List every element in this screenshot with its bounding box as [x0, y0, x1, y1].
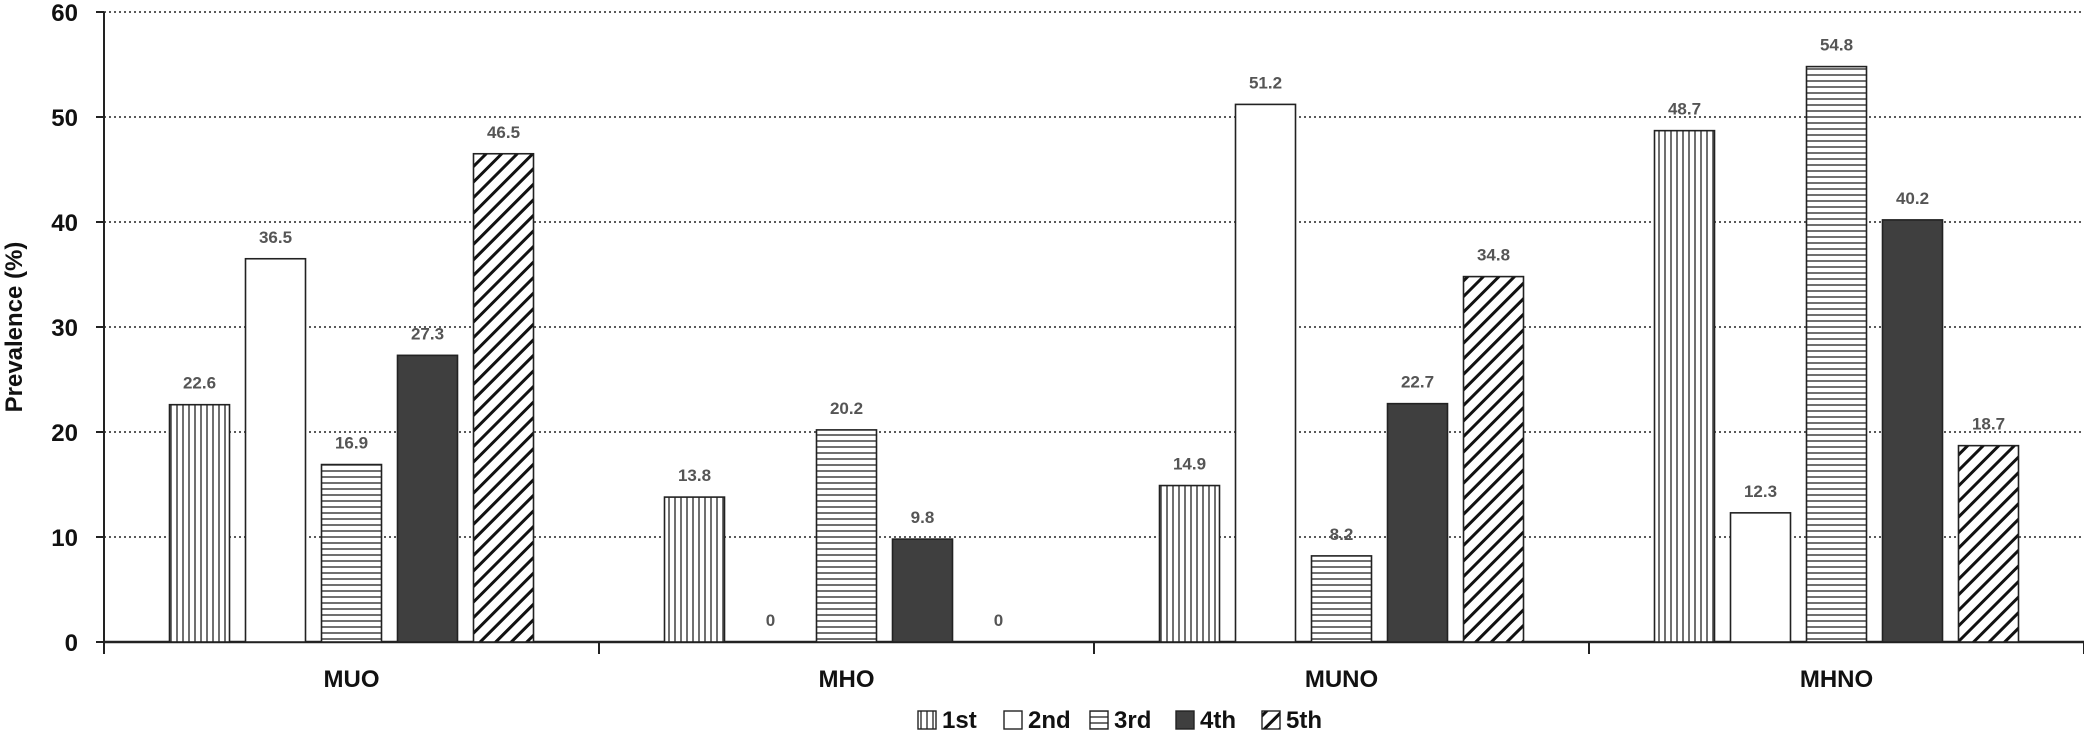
data-label: 20.2 [830, 399, 863, 418]
data-label: 46.5 [487, 123, 520, 142]
bar [244, 257, 307, 643]
bar [1653, 129, 1716, 643]
bar [1158, 484, 1221, 643]
bar [168, 403, 231, 643]
data-label: 36.5 [259, 228, 292, 247]
legend-label: 1st [942, 707, 977, 734]
data-label: 22.7 [1401, 373, 1434, 392]
data-label: 34.8 [1477, 246, 1510, 265]
y-tick-label: 40 [51, 210, 78, 237]
legend-label: 2nd [1028, 707, 1071, 734]
data-label: 12.3 [1744, 482, 1777, 501]
y-tick-label: 50 [51, 105, 78, 132]
bar [1881, 219, 1944, 643]
data-label: 8.2 [1330, 525, 1354, 544]
bar [472, 152, 535, 643]
data-label: 22.6 [183, 374, 216, 393]
data-label: 0 [766, 611, 775, 630]
y-axis-title: Prevalence (%) [1, 242, 28, 413]
legend: 1st 2nd 3rd 4th 5th [917, 707, 1322, 734]
data-label: 51.2 [1249, 73, 1282, 92]
y-tick-label: 60 [51, 0, 78, 27]
data-label: 9.8 [911, 508, 935, 527]
x-category-label: MUNO [1305, 666, 1378, 693]
legend-label: 3rd [1114, 707, 1151, 734]
bar [1386, 402, 1449, 643]
bars [168, 65, 2020, 643]
data-labels: 22.6 36.5 16.9 27.3 46.5 13.8 0 20.2 9.8 0 14.9 51.… [183, 36, 2005, 630]
bar [891, 538, 954, 643]
data-label: 13.8 [678, 466, 711, 485]
bar [663, 496, 726, 643]
legend-label: 4th [1200, 707, 1236, 734]
bar [396, 354, 459, 643]
legend-swatch [1003, 710, 1023, 730]
y-tick-label: 20 [51, 420, 78, 447]
data-label: 0 [994, 611, 1003, 630]
data-label: 14.9 [1173, 455, 1206, 474]
bar [1234, 103, 1297, 643]
legend-swatch [1089, 710, 1109, 730]
y-tick-label: 30 [51, 315, 78, 342]
y-tick-label: 10 [51, 525, 78, 552]
x-category-label: MUO [324, 666, 380, 693]
data-label: 18.7 [1972, 415, 2005, 434]
bar [1805, 65, 1868, 643]
legend-swatch [1261, 710, 1281, 730]
legend-label: 5th [1286, 707, 1322, 734]
data-label: 40.2 [1896, 189, 1929, 208]
data-label: 16.9 [335, 434, 368, 453]
bar [1729, 512, 1792, 643]
data-label: 54.8 [1820, 36, 1853, 55]
x-category-label: MHO [819, 666, 875, 693]
bar [320, 463, 383, 643]
bar [1462, 275, 1525, 643]
data-label: 48.7 [1668, 100, 1701, 119]
bar [815, 429, 878, 643]
bar [1957, 444, 2020, 643]
data-label: 27.3 [411, 324, 444, 343]
y-tick-label: 0 [65, 630, 78, 657]
bar [1310, 555, 1373, 643]
x-category-label: MHNO [1800, 666, 1873, 693]
legend-swatch [1175, 710, 1195, 730]
legend-swatch [917, 710, 937, 730]
axes: 0 10 20 30 40 50 60 Prevalence (%) MUO MHO MUNO MHN… [1, 0, 2084, 693]
